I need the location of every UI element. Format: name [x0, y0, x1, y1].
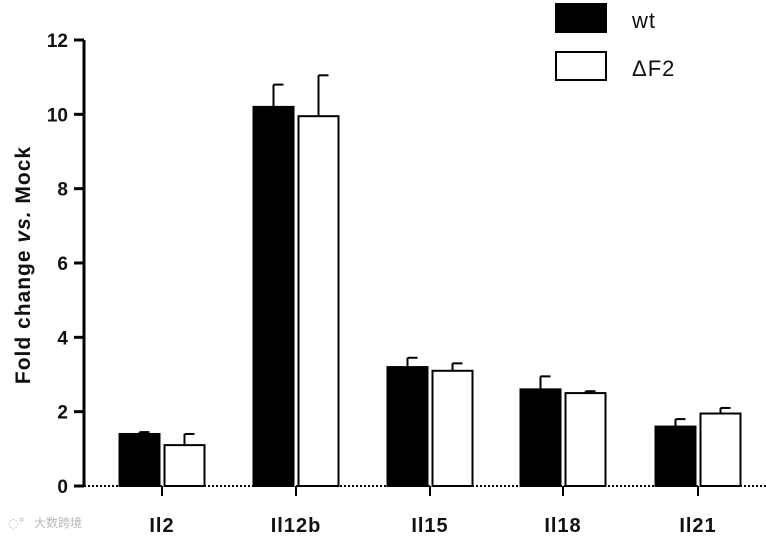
- x-tick-label: Il15: [411, 515, 448, 537]
- legend-swatch: [555, 51, 607, 81]
- watermark-logo: ◌°: [8, 516, 24, 530]
- y-axis-label: Fold change vs. Mock: [12, 146, 35, 384]
- y-tick-label: 10: [47, 105, 68, 126]
- x-tick-label: Il21: [679, 515, 716, 537]
- y-axis-label-part-1: Fold change: [12, 243, 35, 385]
- x-tick-label: Il2: [149, 515, 174, 537]
- bar-il21-df2: [699, 412, 742, 487]
- bar-il15-wt: [386, 366, 429, 488]
- bars: [118, 74, 742, 488]
- bar-il2-df2: [163, 444, 206, 488]
- y-axis-label-part-2: vs.: [12, 210, 35, 242]
- y-tick-label: 8: [57, 180, 68, 201]
- bar-il15-df2: [431, 369, 474, 487]
- bar-il12b-wt: [252, 105, 295, 488]
- bar-il18-df2: [564, 392, 607, 488]
- y-tick-label: 4: [57, 328, 68, 349]
- watermark: ◌° 大数跨境: [8, 515, 82, 530]
- legend-label: wt: [631, 8, 656, 33]
- x-tick-label: Il12b: [271, 515, 322, 537]
- y-axis-label-part-3: Mock: [12, 146, 35, 211]
- bar-il21-wt: [654, 425, 697, 487]
- x-tick-label: Il18: [544, 515, 581, 537]
- y-tick-label: 6: [57, 254, 68, 275]
- legend-label: ΔF2: [632, 56, 675, 81]
- watermark-text: 大数跨境: [34, 515, 82, 530]
- y-tick-label: 0: [57, 477, 68, 498]
- legend-swatch: [555, 3, 607, 33]
- bar-il2-wt: [118, 432, 161, 488]
- bar-il12b-df2: [297, 115, 340, 487]
- y-tick-label: 12: [47, 31, 68, 52]
- legend: wt ΔF2: [555, 3, 675, 81]
- bar-il18-wt: [519, 388, 562, 487]
- y-tick-label: 2: [57, 403, 68, 424]
